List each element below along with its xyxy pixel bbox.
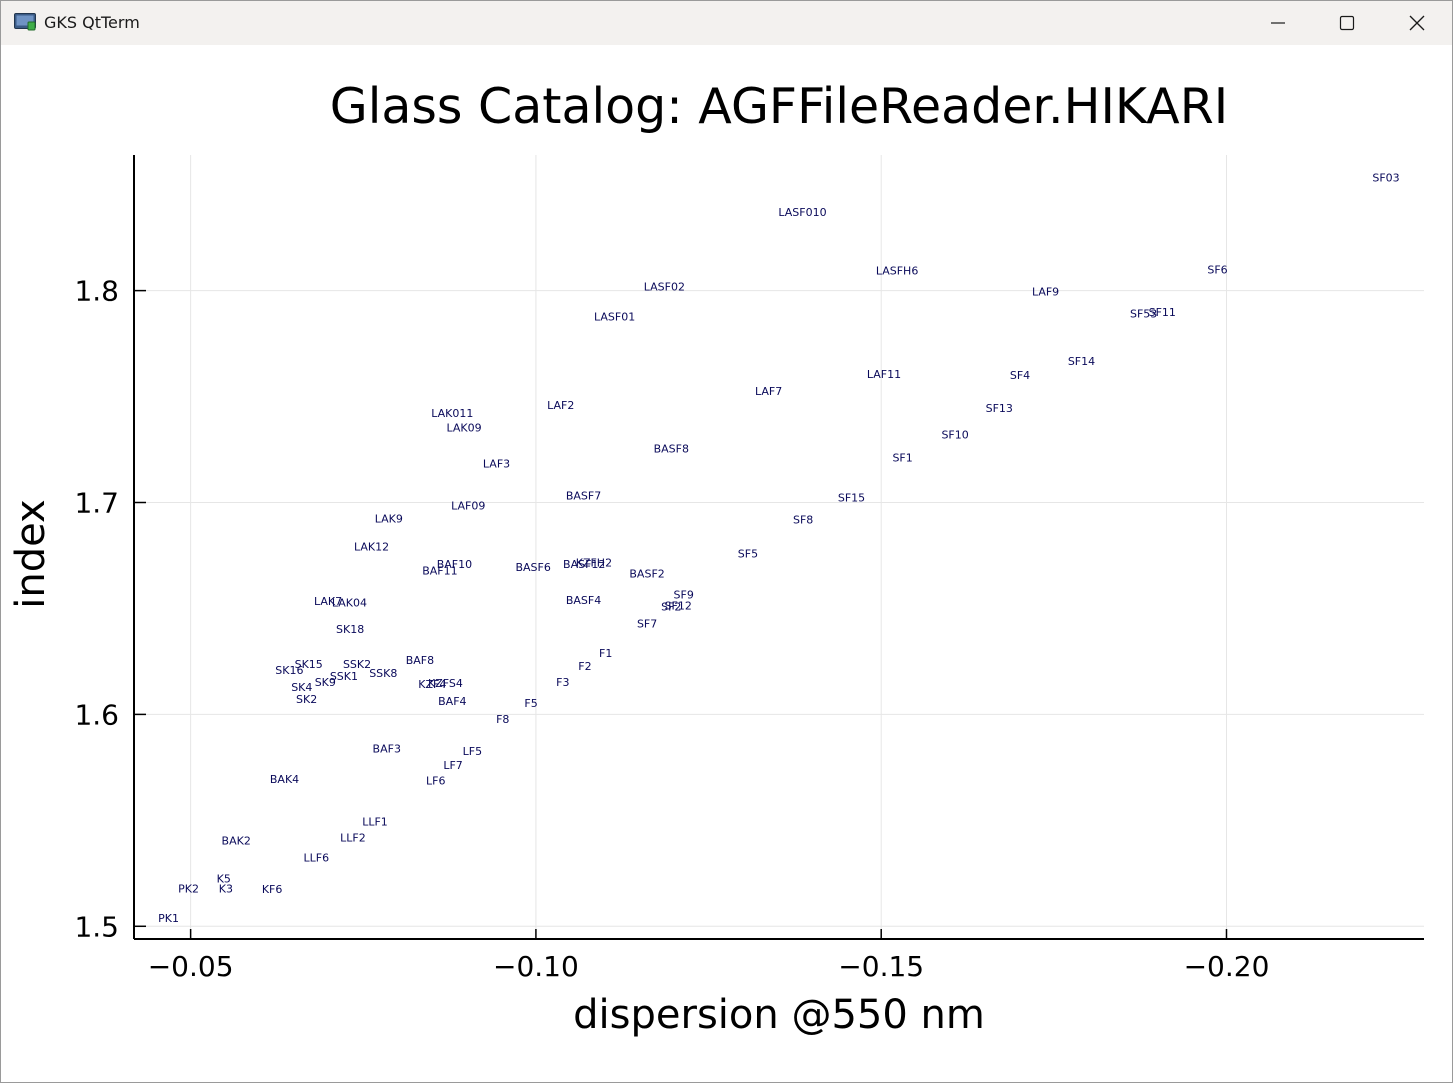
data-point-label: LAF7 (755, 385, 782, 398)
data-point-label: LAK12 (354, 540, 389, 553)
data-point-label: SK2 (296, 693, 317, 706)
data-point-label: BASF4 (566, 594, 601, 607)
maximize-button[interactable] (1312, 1, 1382, 45)
data-point-label: BASF6 (515, 561, 550, 574)
chart-canvas: −0.05 −0.10 −0.15 −0.20 1.5 1.6 1.7 1.8 SF03 LAS… (8, 78, 1424, 1038)
data-point-label: LAK09 (447, 422, 482, 435)
y-tick-label: 1.5 (74, 910, 119, 943)
data-point-label: SSK8 (369, 667, 397, 680)
data-point-label: KZFS4 (428, 677, 463, 690)
data-point-label: SF10 (941, 429, 968, 442)
data-point-label: BAF11 (422, 564, 457, 577)
data-point-label: SF14 (1068, 355, 1095, 368)
data-point-label: SF9 (674, 588, 694, 601)
tick-labels: −0.05 −0.10 −0.15 −0.20 1.5 1.6 1.7 1.8 (74, 275, 1269, 983)
y-tick-label: 1.7 (74, 487, 119, 520)
data-points: SF03 LASF010 LASFH6 SF6 LASF02 LAF9 LASF01 SF53… (158, 171, 1400, 925)
data-point-label: BAK4 (270, 773, 299, 786)
axes (133, 155, 1424, 940)
minimize-icon (1271, 22, 1285, 24)
data-point-label: SF6 (1207, 264, 1227, 277)
data-point-label: SF53 (1130, 307, 1157, 320)
data-point-label: SK9 (315, 676, 336, 689)
data-point-label: LAF9 (1032, 286, 1059, 299)
data-point-label: KF6 (262, 883, 283, 896)
x-tick-label: −0.15 (838, 950, 924, 983)
grid-lines (134, 155, 1424, 939)
minimize-button[interactable] (1243, 1, 1313, 45)
data-point-label: SK4 (291, 681, 312, 694)
data-point-label: LASFH6 (876, 265, 919, 278)
y-tick-label: 1.8 (74, 275, 119, 308)
app-icon (14, 13, 36, 31)
data-point-label: LAF3 (483, 458, 510, 471)
data-point-label: SF12 (665, 599, 692, 612)
data-point-label: BASF8 (654, 443, 689, 456)
x-axis-title: dispersion @550 nm (573, 992, 985, 1038)
data-point-label: LLF2 (340, 832, 366, 845)
data-point-label: BASF12 (563, 558, 605, 571)
data-point-label: LF7 (443, 759, 462, 772)
data-point-label: F2 (578, 660, 591, 673)
data-point-label: SF11 (1149, 306, 1176, 319)
data-point-label: KZF4 (418, 678, 446, 691)
data-point-label: SF8 (793, 513, 813, 526)
data-point-label: SF4 (1010, 369, 1030, 382)
data-point-label: SSK2 (343, 658, 371, 671)
data-point-label: LASF010 (778, 206, 826, 219)
window-title: GKS QtTerm (44, 13, 140, 32)
data-point-label: LAK04 (332, 596, 367, 609)
maximize-icon (1339, 15, 1355, 31)
chart-title: Glass Catalog: AGFFileReader.HIKARI (330, 78, 1228, 135)
data-point-label: SF5 (738, 547, 758, 560)
data-point-label: BAF10 (437, 558, 472, 571)
data-point-label: F5 (524, 697, 537, 710)
data-point-label: LF6 (426, 775, 445, 788)
data-point-label: LAK011 (431, 407, 473, 420)
data-point-label: LASF02 (644, 281, 685, 294)
data-point-label: SF1 (892, 452, 912, 465)
data-point-label: SF15 (838, 491, 865, 504)
data-point-label: BASF7 (566, 490, 601, 503)
x-tick-label: −0.05 (148, 950, 234, 983)
title-bar[interactable]: GKS QtTerm (1, 1, 1452, 45)
x-tick-label: −0.20 (1184, 950, 1270, 983)
data-point-label: K5 (217, 872, 231, 885)
data-point-label: SK15 (295, 658, 323, 671)
data-point-label: LAF11 (867, 368, 901, 381)
data-point-label: SF7 (637, 617, 657, 630)
data-point-label: SSK1 (330, 670, 358, 683)
data-point-label: LF5 (463, 745, 482, 758)
data-point-label: PK1 (158, 912, 179, 925)
close-icon (1409, 15, 1425, 31)
data-point-label: LAF2 (547, 399, 574, 412)
data-point-label: LLF1 (362, 816, 388, 829)
y-tick-label: 1.6 (74, 698, 119, 731)
data-point-label: SK16 (275, 664, 303, 677)
data-point-label: SF2 (661, 600, 681, 613)
data-point-label: LAK9 (375, 512, 403, 525)
x-tick-label: −0.10 (493, 950, 579, 983)
close-button[interactable] (1382, 1, 1452, 45)
data-point-label: F1 (599, 647, 612, 660)
data-point-label: BAK2 (222, 834, 251, 847)
y-axis-title: index (8, 499, 54, 608)
data-point-label: F8 (496, 713, 509, 726)
data-point-label: BAF4 (438, 695, 466, 708)
data-point-label: LAF09 (451, 499, 485, 512)
data-point-label: LAK7 (314, 595, 342, 608)
data-point-label: BAF3 (373, 743, 401, 756)
data-point-label: SF13 (986, 402, 1013, 415)
data-point-label: BASF2 (629, 567, 664, 580)
data-point-label: PK2 (178, 882, 199, 895)
data-point-label: KZFH2 (576, 556, 612, 569)
data-point-label: SK18 (336, 623, 364, 636)
data-point-label: BAF8 (406, 654, 434, 667)
data-point-label: LASF01 (594, 310, 635, 323)
data-point-label: K3 (219, 882, 233, 895)
data-point-label: SF03 (1372, 171, 1399, 184)
data-point-label: F3 (556, 676, 569, 689)
data-point-label: LLF6 (304, 851, 330, 864)
